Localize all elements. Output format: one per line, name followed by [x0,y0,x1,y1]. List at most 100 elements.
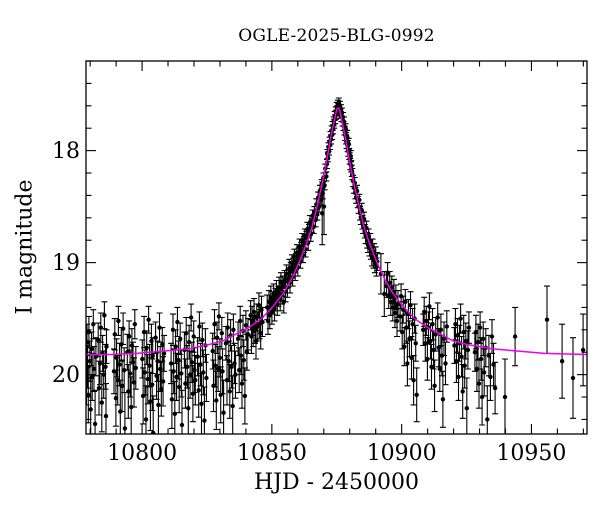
data-point [437,366,442,372]
data-point [267,313,272,318]
data-point [346,141,351,147]
data-point [278,279,284,284]
data-point [171,369,176,374]
data-point [197,324,202,329]
data-point [221,410,226,415]
data-point [169,397,175,402]
data-point [336,100,341,105]
data-point [248,313,253,318]
data-point [410,322,415,327]
data-point [90,374,95,380]
data-point [320,211,325,216]
data-point [159,387,164,392]
data-point [544,317,550,322]
data-point [318,197,324,203]
data-point [150,382,155,387]
data-point [251,309,257,315]
data-point [374,264,379,270]
data-point [237,368,242,373]
data-point [126,334,132,339]
data-point [488,374,493,380]
data-point [485,417,490,422]
y-tick-label: 18 [52,139,80,164]
data-point [461,329,466,335]
x-axis-label: HJD - 2450000 [253,470,420,495]
data-point [102,313,107,318]
data-point [86,392,91,397]
data-point [179,371,184,376]
data-point [153,335,158,340]
data-point [195,354,200,359]
data-point [201,370,206,375]
data-point [199,401,204,406]
data-point [133,365,138,371]
data-point [174,374,179,380]
data-point [436,345,441,350]
data-point [310,213,315,218]
data-point [118,409,123,414]
data-point [405,361,410,366]
data-point [307,220,313,225]
data-point [140,393,146,399]
data-point [462,363,467,368]
data-point [242,393,248,399]
data-point [188,315,194,320]
data-point [154,373,159,378]
data-point [395,301,401,307]
data-point [184,331,189,336]
data-point [387,280,392,285]
data-point [284,271,289,276]
data-point [425,356,430,362]
data-point [91,366,97,372]
data-point [99,400,105,405]
data-point [481,336,486,341]
data-point [104,344,109,349]
data-point [233,372,238,377]
data-point [382,291,387,297]
data-point [440,397,446,402]
data-point [214,335,220,340]
data-point [321,204,327,209]
data-point [265,318,271,324]
data-point [216,314,222,319]
data-point [127,371,133,376]
data-point [428,338,433,344]
data-point [212,322,217,327]
data-point [192,368,197,373]
data-point [141,329,147,335]
data-point [231,327,236,332]
data-point [115,378,120,383]
data-point [475,340,481,345]
data-point [439,353,445,358]
data-point [272,306,277,311]
data-point [460,389,465,394]
data-point [91,322,96,327]
data-point [432,383,437,388]
data-point [422,309,427,315]
data-point [88,407,93,412]
data-point [218,392,223,397]
data-point [103,413,109,419]
data-point [413,341,418,346]
data-point [348,154,353,159]
data-point [176,357,181,363]
data-point [268,295,273,300]
x-tick-label: 10900 [367,441,437,466]
data-point [142,370,148,375]
data-point [210,348,215,354]
data-point [178,336,183,341]
data-point [570,375,576,381]
data-point [116,318,121,324]
data-point [322,183,327,188]
data-point [253,338,259,344]
data-point [168,361,174,366]
data-point [183,381,188,386]
data-point [185,364,190,369]
data-point [151,430,156,434]
data-point [337,103,343,109]
data-point [282,277,287,282]
data-point [186,406,191,411]
data-point [245,332,251,337]
